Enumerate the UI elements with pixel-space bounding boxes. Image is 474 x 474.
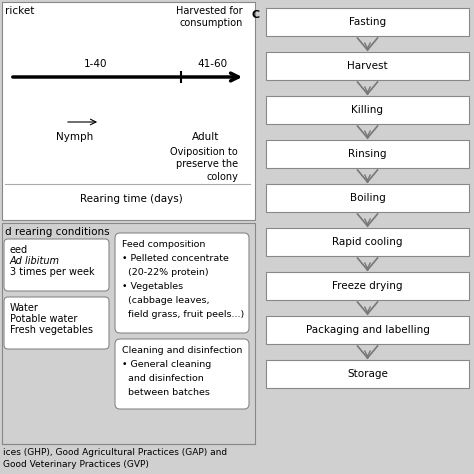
FancyBboxPatch shape [115, 233, 249, 333]
Bar [266, 52, 469, 80]
FancyBboxPatch shape [4, 297, 109, 349]
Text: Oviposition to
preserve the
colony: Oviposition to preserve the colony [170, 147, 238, 182]
Text: 3 times per week: 3 times per week [10, 267, 95, 277]
Text: Cleaning and disinfection: Cleaning and disinfection [122, 346, 242, 355]
Bar [266, 140, 469, 168]
Text: Nymph: Nymph [56, 132, 94, 142]
Text: Harvested for
consumption: Harvested for consumption [176, 6, 243, 28]
Text: • Vegetables: • Vegetables [122, 282, 183, 291]
Text: Rearing time (days): Rearing time (days) [80, 194, 183, 204]
Text: and disinfection: and disinfection [122, 374, 204, 383]
Bar [266, 184, 469, 212]
Text: Harvest: Harvest [347, 61, 388, 71]
Bar [266, 8, 469, 36]
Text: Freeze drying: Freeze drying [332, 281, 403, 291]
Text: (cabbage leaves,: (cabbage leaves, [122, 296, 210, 305]
Text: Adult: Adult [192, 132, 219, 142]
Text: • General cleaning: • General cleaning [122, 360, 211, 369]
Bar [2, 2, 255, 220]
Bar [266, 228, 469, 256]
Bar [266, 360, 469, 388]
Bar [2, 223, 255, 444]
Text: Boiling: Boiling [350, 193, 385, 203]
Text: ices (GHP), Good Agricultural Practices (GAP) and: ices (GHP), Good Agricultural Practices … [3, 448, 227, 457]
Text: C: C [252, 10, 260, 20]
Bar [266, 272, 469, 300]
Text: Water: Water [10, 303, 39, 313]
Text: Rinsing: Rinsing [348, 149, 387, 159]
Text: field grass, fruit peels...): field grass, fruit peels...) [122, 310, 244, 319]
Text: Killing: Killing [352, 105, 383, 115]
Text: 1-40: 1-40 [84, 59, 107, 69]
Text: Good Veterinary Practices (GVP): Good Veterinary Practices (GVP) [3, 460, 149, 469]
Text: Rapid cooling: Rapid cooling [332, 237, 403, 247]
Text: between batches: between batches [122, 388, 210, 397]
Text: 41-60: 41-60 [198, 59, 228, 69]
Text: eed: eed [10, 245, 28, 255]
Text: Packaging and labelling: Packaging and labelling [306, 325, 429, 335]
Text: (20-22% protein): (20-22% protein) [122, 268, 209, 277]
Bar [266, 316, 469, 344]
Text: Fasting: Fasting [349, 17, 386, 27]
Text: d rearing conditions: d rearing conditions [5, 227, 109, 237]
Text: Feed composition: Feed composition [122, 240, 205, 249]
FancyBboxPatch shape [115, 339, 249, 409]
Text: Potable water: Potable water [10, 314, 77, 324]
Text: Fresh vegetables: Fresh vegetables [10, 325, 93, 335]
Text: Storage: Storage [347, 369, 388, 379]
Text: Ad libitum: Ad libitum [10, 256, 60, 266]
Text: • Pelleted concentrate: • Pelleted concentrate [122, 254, 229, 263]
Text: ricket: ricket [5, 6, 35, 16]
Bar [266, 96, 469, 124]
FancyBboxPatch shape [4, 239, 109, 291]
